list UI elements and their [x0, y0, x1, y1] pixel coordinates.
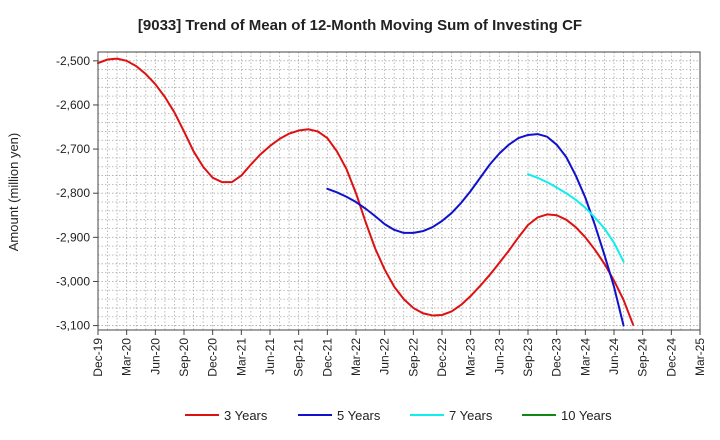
x-tick-label: Sep-24	[636, 338, 650, 377]
x-tick-label: Dec-19	[91, 338, 105, 377]
x-tick-label: Sep-23	[521, 338, 535, 377]
x-tick-label: Dec-21	[320, 338, 334, 377]
grid	[98, 52, 700, 330]
x-tick-label: Mar-25	[693, 338, 707, 376]
x-tick-label: Mar-24	[578, 338, 592, 376]
y-axis-label: Amount (million yen)	[6, 133, 21, 252]
y-tick-label: -2,900	[56, 230, 90, 244]
series-lines	[97, 57, 635, 327]
legend-label: 7 Years	[449, 408, 493, 423]
series-line-7-years	[527, 173, 625, 263]
y-tick-label: -3,000	[56, 274, 90, 288]
legend-label: 3 Years	[224, 408, 268, 423]
y-tick-label: -2,700	[56, 142, 90, 156]
x-tick-label: Jun-20	[148, 338, 162, 375]
x-tick-label: Mar-23	[464, 338, 478, 376]
y-tick-label: -2,500	[56, 54, 90, 68]
x-tick-label: Dec-24	[664, 338, 678, 377]
x-tick-label: Dec-23	[550, 338, 564, 377]
x-tick-label: Sep-21	[292, 338, 306, 377]
x-tick-label: Sep-22	[406, 338, 420, 377]
series-line-3-years	[97, 57, 635, 326]
x-tick-label: Mar-21	[234, 338, 248, 376]
legend-label: 5 Years	[337, 408, 381, 423]
y-tick-label: -2,600	[56, 98, 90, 112]
x-tick-label: Sep-20	[177, 338, 191, 377]
plot-frame	[97, 51, 701, 331]
legend: 3 Years 5 Years 7 Years 10 Years	[185, 408, 612, 423]
y-tick-label: -2,800	[56, 186, 90, 200]
x-ticks: Dec-19 Mar-20 Jun-20 Sep-20 Dec-20 Mar-21 Jun-…	[91, 330, 707, 377]
series-line-5-years	[326, 133, 625, 327]
y-tick-label: -3,100	[56, 319, 90, 333]
x-tick-label: Mar-20	[120, 338, 134, 376]
x-tick-label: Mar-22	[349, 338, 363, 376]
legend-label: 10 Years	[561, 408, 612, 423]
x-tick-label: Dec-20	[206, 338, 220, 377]
x-tick-label: Jun-23	[492, 338, 506, 375]
x-tick-label: Jun-21	[263, 338, 277, 375]
x-tick-label: Jun-24	[607, 338, 621, 375]
chart-title: [9033] Trend of Mean of 12-Month Moving …	[138, 17, 582, 34]
x-tick-label: Jun-22	[378, 338, 392, 375]
x-tick-label: Dec-22	[435, 338, 449, 377]
y-ticks: -2,500 -2,600 -2,700 -2,800 -2,900 -3,000 -3,1…	[56, 54, 98, 333]
